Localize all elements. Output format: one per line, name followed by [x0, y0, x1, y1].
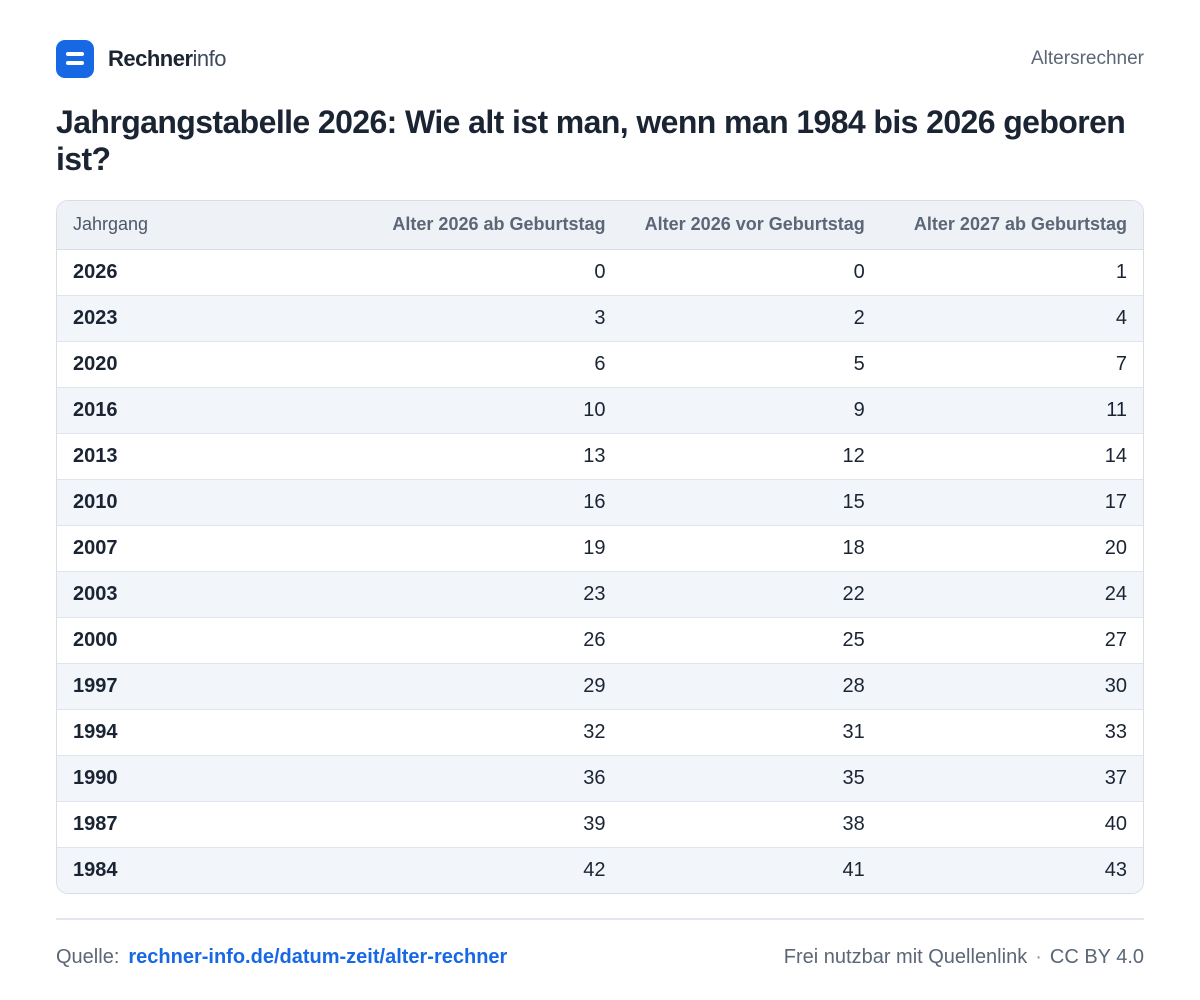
table-body: 2026 0 0 1 2023 3 2 4 2020 6 5 7 2016 10 9 11 2013 13 12 14…: [57, 249, 1143, 893]
brand-logo[interactable]: Rechnerinfo: [56, 40, 227, 78]
cell-age: 41: [842, 858, 865, 881]
cell-age: 26: [319, 617, 622, 664]
cell-age: 31: [621, 709, 881, 756]
brand-name-strong: Rechner: [108, 46, 193, 71]
cell-age: 2: [621, 295, 881, 342]
column-header-alter-2026-ab: Alter 2026 ab Geburtstag: [319, 201, 622, 250]
cell-age: 29: [319, 663, 622, 710]
cell-age: 43: [1104, 858, 1127, 881]
cell-age: 42: [583, 858, 606, 881]
table-row: 2010 16 15 17: [57, 479, 1143, 526]
footer-divider: [56, 918, 1144, 920]
cell-jahrgang: 2000: [57, 617, 320, 664]
cell-age: 4: [880, 295, 1143, 342]
cell-age: 14: [880, 433, 1143, 480]
table-header-row: Jahrgang Alter 2026 ab Geburtstag Alter …: [57, 201, 1143, 250]
table-row: 1997 29 28 30: [57, 663, 1143, 710]
license-text: Frei nutzbar mit Quellenlink: [783, 945, 1028, 968]
cell-jahrgang: 2013: [57, 433, 320, 480]
cell-jahrgang: 1984: [73, 858, 118, 881]
cell-jahrgang: 1987: [57, 801, 320, 848]
cell-age: 10: [319, 387, 622, 434]
cell-jahrgang: 2020: [57, 341, 320, 388]
cell-jahrgang: 1990: [57, 755, 320, 802]
cell-age: 12: [621, 433, 881, 480]
column-header-alter-2026-vor: Alter 2026 vor Geburtstag: [621, 201, 881, 250]
cell-jahrgang: 2003: [57, 571, 320, 618]
nav-link-altersrechner[interactable]: Altersrechner: [1031, 48, 1144, 69]
cell-age: 18: [621, 525, 881, 572]
cell-age: 0: [621, 249, 881, 296]
table-row: 1987 39 38 40: [57, 801, 1143, 848]
source-label: Quelle:: [56, 945, 120, 968]
cell-age: 19: [319, 525, 622, 572]
cell-age: 36: [319, 755, 622, 802]
source-line: Quelle: rechner-info.de/datum-zeit/alter…: [56, 946, 507, 969]
cell-age: 5: [621, 341, 881, 388]
cell-jahrgang: 1997: [57, 663, 320, 710]
table-row: 1984 42 41 43: [57, 847, 1143, 893]
cell-age: 16: [319, 479, 622, 526]
footer: Quelle: rechner-info.de/datum-zeit/alter…: [56, 944, 1144, 970]
cell-age: 7: [880, 341, 1143, 388]
cell-jahrgang: 2016: [57, 387, 320, 434]
license-separator: ·: [1035, 945, 1042, 968]
page-title: Jahrgangstabelle 2026: Wie alt ist man, …: [56, 104, 1126, 177]
cell-age: 1: [880, 249, 1143, 296]
cell-jahrgang: 2007: [57, 525, 320, 572]
cell-age: 17: [880, 479, 1143, 526]
cell-age: 40: [880, 801, 1143, 848]
license-line: Frei nutzbar mit Quellenlink · CC BY 4.0: [784, 946, 1144, 969]
table-row: 2013 13 12 14: [57, 433, 1143, 480]
cell-age: 28: [621, 663, 881, 710]
cell-jahrgang: 1994: [57, 709, 320, 756]
cell-age: 13: [319, 433, 622, 480]
cell-age: 23: [319, 571, 622, 618]
brand-name: Rechnerinfo: [108, 46, 227, 72]
cell-age: 0: [319, 249, 622, 296]
cell-age: 30: [880, 663, 1143, 710]
column-header-alter-2027-ab: Alter 2027 ab Geburtstag: [880, 201, 1143, 250]
table-row: 2026 0 0 1: [57, 249, 1143, 296]
table-row: 2000 26 25 27: [57, 617, 1143, 664]
cell-age: 9: [621, 387, 881, 434]
cell-age: 3: [319, 295, 622, 342]
column-header-jahrgang: Jahrgang: [57, 201, 320, 250]
cell-age: 37: [880, 755, 1143, 802]
age-table: Jahrgang Alter 2026 ab Geburtstag Alter …: [57, 201, 1143, 893]
age-table-card: Jahrgang Alter 2026 ab Geburtstag Alter …: [56, 200, 1144, 894]
cell-age: 33: [880, 709, 1143, 756]
table-row: 2003 23 22 24: [57, 571, 1143, 618]
cell-age: 38: [621, 801, 881, 848]
table-row: 2007 19 18 20: [57, 525, 1143, 572]
cell-jahrgang: 2010: [57, 479, 320, 526]
brand-name-light: info: [192, 46, 227, 71]
table-row: 2020 6 5 7: [57, 341, 1143, 388]
table-row: 1994 32 31 33: [57, 709, 1143, 756]
site-header: Rechnerinfo Altersrechner: [56, 40, 1144, 78]
cell-age: 27: [880, 617, 1143, 664]
cell-jahrgang: 2023: [57, 295, 320, 342]
cell-age: 32: [319, 709, 622, 756]
table-row: 2023 3 2 4: [57, 295, 1143, 342]
cell-age: 6: [319, 341, 622, 388]
cell-age: 35: [621, 755, 881, 802]
cell-jahrgang: 2026: [57, 249, 320, 296]
cell-age: 25: [621, 617, 881, 664]
cell-age: 15: [621, 479, 881, 526]
cell-age: 20: [880, 525, 1143, 572]
cell-age: 11: [880, 387, 1143, 434]
license-name: CC BY 4.0: [1049, 945, 1144, 968]
rechnerinfo-logo-icon: [56, 40, 94, 78]
source-link[interactable]: rechner-info.de/datum-zeit/alter-rechner: [128, 945, 508, 968]
table-row: 1990 36 35 37: [57, 755, 1143, 802]
cell-age: 24: [880, 571, 1143, 618]
cell-age: 22: [621, 571, 881, 618]
cell-age: 39: [319, 801, 622, 848]
table-row: 2016 10 9 11: [57, 387, 1143, 434]
